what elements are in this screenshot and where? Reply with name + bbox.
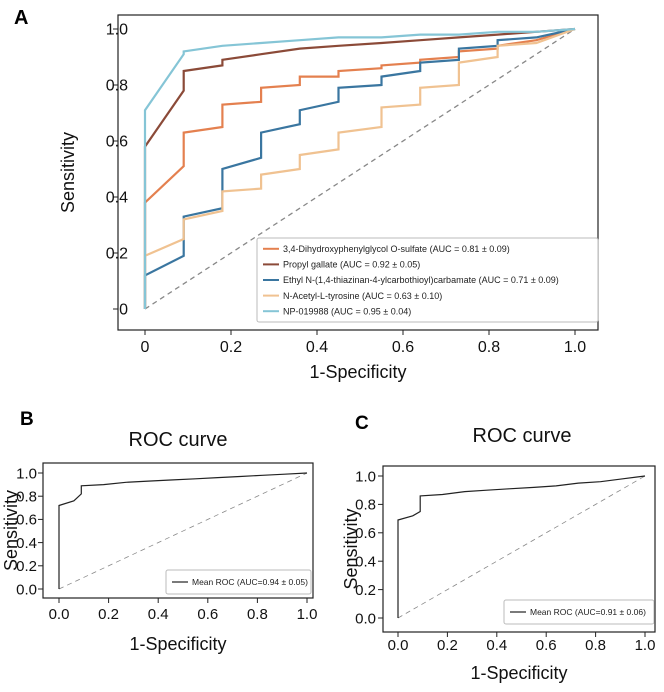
x-axis: 0 0.2 0.4 0.6 0.8 1.0: [141, 330, 586, 356]
chart-title: ROC curve: [129, 429, 228, 451]
chance-diagonal-line: [144, 28, 576, 310]
y-tick-label: 0.8: [106, 78, 128, 95]
y-axis: 0.0 0.2 0.4 0.6 0.8 1.0: [16, 465, 43, 598]
roc-curve-series-5: [143, 27, 576, 309]
y-tick-label: 0.6: [16, 512, 37, 529]
panel-letter: B: [20, 409, 34, 430]
x-tick-label: 0.6: [197, 606, 218, 623]
y-axis-label: Sensitivity: [58, 132, 78, 213]
x-tick-label: 0.4: [306, 339, 328, 356]
y-tick-label: 0.8: [16, 488, 37, 505]
chart-panel-b: B ROC curve 0.0 0.2 0.4 0.6 0.8 1.0 0.0 0.2 0.4 0.6…: [1, 409, 317, 654]
chance-diagonal-line: [58, 472, 308, 590]
y-axis-label: Sensitivity: [341, 508, 361, 589]
x-tick-label: 0.2: [437, 637, 458, 654]
x-axis: 0.0 0.2 0.4 0.6 0.8 1.0: [49, 598, 318, 623]
x-tick-label: 1.0: [635, 637, 656, 654]
legend-entry: Propyl gallate (AUC = 0.92 ± 0.05): [283, 260, 420, 270]
x-tick-label: 0.0: [388, 637, 409, 654]
legend-entry: N-Acetyl-L-tyrosine (AUC = 0.63 ± 0.10): [283, 291, 442, 301]
legend-entry: Mean ROC (AUC=0.91 ± 0.06): [530, 607, 646, 617]
y-tick-label: 0.2: [355, 582, 376, 599]
x-tick-label: 0.4: [486, 637, 507, 654]
x-tick-label: 0.6: [536, 637, 557, 654]
y-axis: 0.0 0.2 0.4 0.6 0.8 1.0: [355, 468, 383, 627]
series-group: [397, 475, 646, 618]
x-tick-label: 0.2: [220, 339, 242, 356]
legend-entry: 3,4-Dihydroxyphenylglycol O-sulfate (AUC…: [283, 244, 510, 254]
x-tick-label: 0.2: [98, 606, 119, 623]
x-tick-label: 1.0: [297, 606, 318, 623]
chart-panel-a: A 0 0.2 0.4 0.6 0.8 1.0 0 0.2 0.4 0.6 0.8 1.0 1-Speci…: [14, 7, 599, 382]
series-group: [58, 472, 308, 589]
y-tick-label: 0.8: [355, 497, 376, 514]
legend-box: [503, 599, 655, 625]
roc-curve-series-1: [58, 472, 308, 589]
plot-frame: [42, 462, 314, 599]
plot-frame: [117, 14, 599, 331]
legend: 3,4-Dihydroxyphenylglycol O-sulfate (AUC…: [256, 237, 599, 323]
roc-curve-series-1: [143, 27, 576, 309]
y-tick-label: 1.0: [16, 465, 37, 482]
x-axis-label: 1-Specificity: [309, 362, 406, 382]
y-tick-label: 1.0: [355, 468, 376, 485]
legend-box: [165, 569, 312, 595]
roc-curve-series-4: [143, 27, 576, 309]
plot-frame: [382, 465, 656, 633]
legend-entry: Mean ROC (AUC=0.94 ± 0.05): [192, 577, 308, 587]
y-tick-label: 0.0: [16, 581, 37, 598]
x-axis-label: 1-Specificity: [129, 634, 226, 654]
chart-title: ROC curve: [473, 425, 572, 447]
roc-curve-series-2: [143, 27, 576, 309]
y-tick-label: 0: [119, 302, 128, 319]
x-tick-label: 0.8: [478, 339, 500, 356]
y-tick-label: 0.2: [16, 558, 37, 575]
legend: Mean ROC (AUC=0.91 ± 0.06): [503, 599, 655, 625]
chart-panel-c: C ROC curve 0.0 0.2 0.4 0.6 0.8 1.0 0.0 0.2 0.4 0.6…: [341, 413, 656, 683]
x-tick-label: 0.8: [585, 637, 606, 654]
y-tick-label: 0.6: [355, 525, 376, 542]
panel-letter: C: [355, 413, 369, 434]
series-group: [143, 27, 576, 309]
x-axis: 0.0 0.2 0.4 0.6 0.8 1.0: [388, 632, 656, 654]
y-axis-label: Sensitivity: [1, 490, 21, 571]
x-tick-label: 0: [141, 339, 150, 356]
legend-box: [256, 237, 599, 323]
x-tick-label: 0.0: [49, 606, 70, 623]
panel-letter: A: [14, 7, 28, 29]
x-tick-label: 0.6: [392, 339, 414, 356]
y-tick-label: 0.4: [16, 535, 37, 552]
x-tick-label: 0.4: [148, 606, 169, 623]
legend-entry: Ethyl N-(1,4-thiazinan-4-ylcarbothioyl)c…: [283, 275, 559, 285]
y-tick-label: 1.0: [106, 22, 128, 39]
y-tick-label: 0.4: [355, 553, 376, 570]
x-tick-label: 1.0: [564, 339, 586, 356]
chance-diagonal-line: [397, 475, 646, 619]
legend-entry: NP-019988 (AUC = 0.95 ± 0.04): [283, 306, 411, 316]
x-axis-label: 1-Specificity: [470, 663, 567, 683]
roc-curve-series-1: [397, 475, 646, 618]
x-tick-label: 0.8: [247, 606, 268, 623]
roc-curve-series-3: [143, 27, 576, 309]
y-tick-label: 0.6: [106, 134, 128, 151]
legend: Mean ROC (AUC=0.94 ± 0.05): [165, 569, 312, 595]
y-tick-label: 0.2: [106, 246, 128, 263]
y-tick-label: 0.4: [106, 190, 128, 207]
y-tick-label: 0.0: [355, 610, 376, 627]
y-axis: 0 0.2 0.4 0.6 0.8 1.0: [106, 22, 128, 319]
